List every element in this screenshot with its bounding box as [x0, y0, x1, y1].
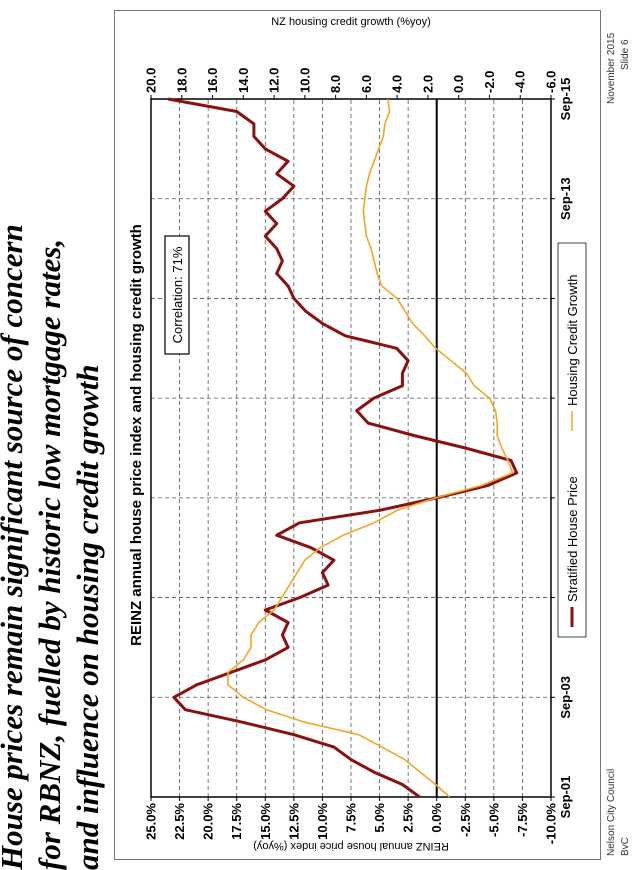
slide-title-line-2: for RBNZ, fuelled by historic low mortga…	[32, 238, 67, 870]
y-left-tick-label: 25.0%	[144, 803, 159, 840]
legend-house-label: Stratified House Price	[565, 476, 580, 602]
y-axis-right-label: NZ housing credit growth (%yoy)	[271, 16, 431, 28]
slide-title-line-1: House prices remain significant source o…	[0, 224, 29, 870]
y-left-tick-label: -2.5%	[458, 803, 473, 837]
y-axis-left-label: REINZ annual house price index (%yoy)	[253, 840, 449, 852]
y-right-tick-label: 10.0	[297, 68, 312, 93]
y-left-tick-label: 5.0%	[372, 803, 387, 833]
y-left-tick-label: 17.5%	[229, 803, 244, 840]
y-left-tick-label: -10.0%	[544, 803, 559, 845]
y-left-tick-label: 0.0%	[429, 803, 444, 833]
chart-title: REINZ annual house price index and housi…	[128, 224, 145, 646]
y-left-tick-label: 22.5%	[172, 803, 187, 840]
legend-credit-label: Housing Credit Growth	[565, 275, 580, 407]
chart-frame: REINZ annual house price index and housi…	[114, 10, 601, 860]
y-right-tick-label: 2.0	[420, 75, 435, 93]
chart-series	[167, 97, 519, 799]
x-tick-label: Sep-03	[558, 676, 573, 719]
plot-area-border	[150, 98, 552, 798]
line-chart: REINZ annual house price index and housi…	[128, 16, 587, 852]
y-left-tick-label: 15.0%	[258, 803, 273, 840]
y-right-tick-label: 20.0	[144, 68, 159, 93]
series-line-house-price	[167, 97, 519, 799]
y-right-tick-label: -6.0	[544, 71, 559, 93]
correlation-box: Correlation: 71%	[164, 235, 190, 355]
y-left-tick-label: 2.5%	[401, 803, 416, 833]
x-tick-label: Sep-13	[558, 177, 573, 220]
y-right-tick-label: 16.0	[205, 68, 220, 93]
y-left-tick-label: -7.5%	[515, 803, 530, 837]
correlation-label: Correlation: 71%	[170, 246, 185, 343]
y-right-tick-label: 14.0	[236, 68, 251, 93]
y-right-tick-label: -4.0	[513, 71, 528, 93]
slide-title-line-3: and influence on housing credit growth	[70, 364, 105, 870]
legend: Stratified House Price Housing Credit Gr…	[557, 242, 587, 638]
y-right-tick-label: 12.0	[267, 68, 282, 93]
y-left-tick-label: -5.0%	[486, 803, 501, 837]
y-right-tick-label: 4.0	[390, 75, 405, 93]
chart-grid	[151, 99, 551, 797]
y-right-tick-label: 8.0	[328, 75, 343, 93]
x-tick-label: Sep-15	[558, 78, 573, 121]
footer-author: BvC	[620, 837, 631, 856]
x-tick-label: Sep-01	[558, 776, 573, 819]
y-right-tick-label: 6.0	[359, 75, 374, 93]
y-left-tick-label: 20.0%	[201, 803, 216, 840]
footer-date: November 2015	[606, 32, 617, 104]
footer-org: Nelson City Council	[606, 768, 617, 856]
y-left-tick-label: 7.5%	[344, 803, 359, 833]
series-line-credit-growth	[227, 98, 514, 798]
y-left-tick-label: 12.5%	[286, 803, 301, 840]
y-right-tick-label: -2.0	[482, 71, 497, 93]
y-left-tick-label: 10.0%	[315, 803, 330, 840]
y-right-tick-label: 18.0	[174, 68, 189, 93]
y-right-tick-label: 0.0	[451, 75, 466, 93]
footer-slide-number: Slide 6	[620, 39, 631, 70]
